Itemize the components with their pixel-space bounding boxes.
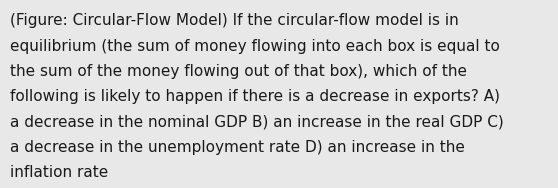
- Text: a decrease in the unemployment rate D) an increase in the: a decrease in the unemployment rate D) a…: [10, 140, 465, 155]
- Text: (Figure: Circular-Flow Model) If the circular-flow model is in: (Figure: Circular-Flow Model) If the cir…: [10, 13, 459, 28]
- Text: following is likely to happen if there is a decrease in exports? A): following is likely to happen if there i…: [10, 89, 500, 104]
- Text: equilibrium (the sum of money flowing into each box is equal to: equilibrium (the sum of money flowing in…: [10, 39, 500, 54]
- Text: the sum of the money flowing out of that box), which of the: the sum of the money flowing out of that…: [10, 64, 467, 79]
- Text: a decrease in the nominal GDP B) an increase in the real GDP C): a decrease in the nominal GDP B) an incr…: [10, 115, 504, 130]
- Text: inflation rate: inflation rate: [10, 165, 108, 180]
